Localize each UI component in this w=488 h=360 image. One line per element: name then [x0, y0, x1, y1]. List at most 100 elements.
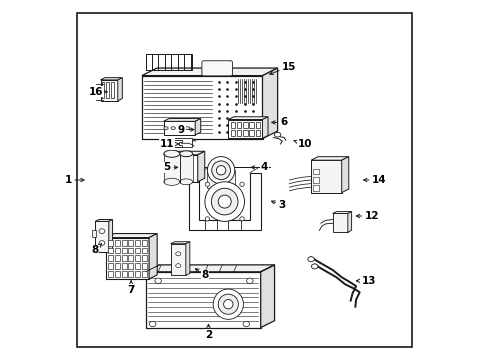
- FancyBboxPatch shape: [77, 13, 411, 347]
- Ellipse shape: [307, 257, 314, 262]
- Ellipse shape: [218, 195, 231, 208]
- Polygon shape: [145, 272, 260, 328]
- Polygon shape: [310, 160, 341, 193]
- Ellipse shape: [185, 127, 189, 130]
- Polygon shape: [163, 118, 200, 121]
- Ellipse shape: [239, 217, 244, 221]
- Polygon shape: [228, 117, 267, 120]
- Text: 8: 8: [91, 244, 102, 255]
- FancyBboxPatch shape: [142, 271, 146, 276]
- FancyBboxPatch shape: [128, 255, 133, 261]
- Text: 12: 12: [356, 211, 379, 221]
- Text: 9: 9: [178, 125, 193, 135]
- Polygon shape: [149, 234, 157, 279]
- Polygon shape: [142, 68, 277, 76]
- Ellipse shape: [218, 294, 238, 314]
- Ellipse shape: [243, 321, 249, 327]
- Ellipse shape: [163, 178, 179, 185]
- Text: 15: 15: [269, 62, 296, 75]
- Polygon shape: [310, 157, 348, 160]
- Ellipse shape: [175, 252, 181, 256]
- Polygon shape: [228, 120, 262, 138]
- Ellipse shape: [179, 179, 192, 185]
- Ellipse shape: [179, 151, 192, 157]
- Ellipse shape: [207, 157, 234, 184]
- FancyBboxPatch shape: [128, 248, 133, 253]
- FancyBboxPatch shape: [207, 170, 234, 188]
- FancyBboxPatch shape: [122, 240, 126, 246]
- Polygon shape: [95, 220, 112, 221]
- FancyBboxPatch shape: [108, 255, 113, 261]
- Text: 3: 3: [271, 200, 285, 210]
- FancyBboxPatch shape: [128, 271, 133, 276]
- Polygon shape: [106, 234, 157, 238]
- Polygon shape: [163, 121, 195, 135]
- Polygon shape: [185, 242, 189, 275]
- FancyBboxPatch shape: [142, 240, 146, 246]
- Polygon shape: [188, 173, 260, 230]
- FancyBboxPatch shape: [163, 154, 179, 182]
- Text: 16: 16: [89, 87, 107, 97]
- Polygon shape: [170, 242, 189, 244]
- FancyBboxPatch shape: [108, 271, 113, 276]
- FancyBboxPatch shape: [243, 122, 247, 128]
- FancyBboxPatch shape: [236, 122, 241, 128]
- Polygon shape: [174, 140, 181, 147]
- FancyBboxPatch shape: [312, 177, 318, 183]
- FancyBboxPatch shape: [142, 255, 146, 261]
- Polygon shape: [341, 157, 348, 193]
- FancyBboxPatch shape: [236, 130, 241, 136]
- FancyBboxPatch shape: [122, 248, 126, 253]
- Polygon shape: [195, 118, 200, 135]
- Text: 7: 7: [127, 281, 135, 295]
- Polygon shape: [197, 151, 204, 182]
- Polygon shape: [163, 155, 197, 182]
- FancyBboxPatch shape: [108, 248, 113, 253]
- Ellipse shape: [223, 300, 232, 309]
- Polygon shape: [118, 78, 122, 101]
- FancyBboxPatch shape: [115, 263, 120, 269]
- Ellipse shape: [211, 161, 230, 180]
- Ellipse shape: [239, 182, 244, 186]
- Polygon shape: [101, 80, 118, 101]
- FancyBboxPatch shape: [111, 82, 114, 98]
- FancyBboxPatch shape: [230, 130, 235, 136]
- FancyBboxPatch shape: [108, 263, 113, 269]
- Polygon shape: [347, 212, 351, 232]
- FancyBboxPatch shape: [249, 130, 253, 136]
- FancyBboxPatch shape: [128, 263, 133, 269]
- Polygon shape: [170, 244, 185, 275]
- Ellipse shape: [99, 229, 104, 234]
- FancyBboxPatch shape: [135, 271, 140, 276]
- FancyBboxPatch shape: [128, 240, 133, 246]
- FancyBboxPatch shape: [115, 255, 120, 261]
- Text: 13: 13: [356, 276, 375, 286]
- FancyBboxPatch shape: [91, 230, 96, 237]
- FancyBboxPatch shape: [249, 122, 253, 128]
- Text: 2: 2: [204, 324, 212, 340]
- Polygon shape: [260, 265, 274, 328]
- FancyBboxPatch shape: [243, 130, 247, 136]
- Ellipse shape: [149, 321, 156, 327]
- Polygon shape: [142, 76, 262, 139]
- FancyBboxPatch shape: [122, 271, 126, 276]
- Polygon shape: [262, 68, 277, 139]
- FancyBboxPatch shape: [122, 255, 126, 261]
- FancyBboxPatch shape: [135, 240, 140, 246]
- FancyBboxPatch shape: [115, 271, 120, 276]
- Polygon shape: [262, 117, 267, 138]
- FancyBboxPatch shape: [179, 154, 192, 182]
- Ellipse shape: [99, 241, 104, 246]
- FancyBboxPatch shape: [160, 138, 192, 147]
- FancyBboxPatch shape: [312, 185, 318, 191]
- Ellipse shape: [213, 289, 243, 319]
- FancyBboxPatch shape: [115, 240, 120, 246]
- Text: 8: 8: [195, 269, 208, 280]
- Ellipse shape: [216, 166, 225, 175]
- Text: 5: 5: [163, 162, 177, 172]
- Polygon shape: [106, 238, 149, 279]
- FancyBboxPatch shape: [135, 263, 140, 269]
- Ellipse shape: [205, 182, 209, 186]
- Ellipse shape: [211, 188, 238, 215]
- Ellipse shape: [205, 217, 209, 221]
